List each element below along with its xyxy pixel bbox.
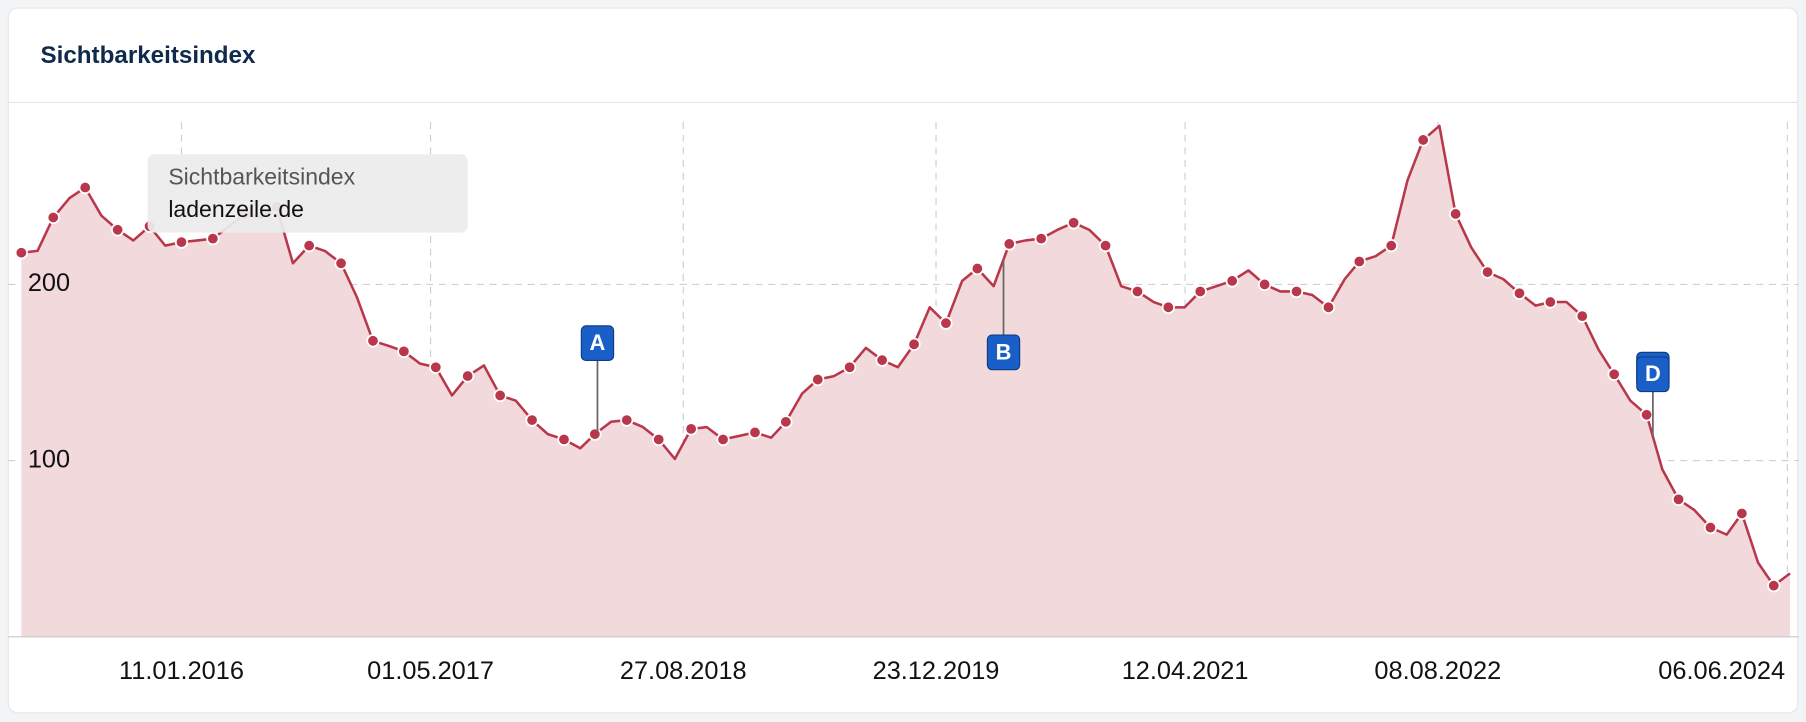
data-point <box>525 413 539 427</box>
y-tick-label: 200 <box>28 269 70 297</box>
x-tick-label: 23.12.2019 <box>873 657 1000 685</box>
x-tick-label: 06.06.2024 <box>1658 657 1785 685</box>
data-point <box>1225 274 1239 288</box>
data-point <box>366 334 380 348</box>
data-point <box>1543 295 1557 309</box>
data-point <box>206 231 220 246</box>
data-point <box>1098 239 1113 253</box>
data-point <box>620 413 634 427</box>
data-point <box>1767 579 1781 593</box>
x-tick-label: 12.04.2021 <box>1122 657 1249 685</box>
data-point <box>1193 284 1207 299</box>
data-point <box>334 256 348 270</box>
data-point <box>461 369 475 383</box>
annotation-label: D <box>1645 361 1661 386</box>
data-point <box>875 353 889 367</box>
data-point <box>779 415 793 429</box>
data-point <box>1639 408 1654 422</box>
data-point <box>429 360 443 374</box>
data-point <box>557 432 571 447</box>
line <box>21 124 1791 587</box>
legend-title: Sichtbarkeitsindex <box>168 164 355 190</box>
data-point <box>493 388 507 403</box>
x-tick-label: 27.08.2018 <box>620 657 747 685</box>
data-point <box>1575 309 1589 323</box>
data-point <box>1161 300 1175 314</box>
area <box>21 125 1791 637</box>
data-point <box>970 261 984 276</box>
data-point <box>111 223 125 237</box>
data-point <box>652 432 666 447</box>
data-point <box>939 316 953 330</box>
x-tick-label: 11.01.2016 <box>119 657 244 685</box>
x-tick-label: 08.08.2022 <box>1374 657 1501 685</box>
data-point <box>397 344 411 358</box>
data-point <box>716 432 730 447</box>
data-point <box>843 360 857 374</box>
data-point <box>1067 216 1081 230</box>
plot: 100 200 11.01.2016 01.05.2017 27.08.2018 23.1… <box>8 122 1799 685</box>
data-point <box>1002 237 1016 251</box>
data-point <box>811 372 825 387</box>
data-point <box>1735 506 1749 521</box>
data-point <box>1352 254 1366 269</box>
annotation-flag[interactable] <box>580 325 615 362</box>
data-point <box>78 180 92 195</box>
data-point <box>1034 231 1048 246</box>
data-point <box>748 425 762 440</box>
data-point <box>1289 284 1304 299</box>
data-point <box>1703 520 1718 535</box>
chart-title: Sichtbarkeitsindex <box>41 42 256 69</box>
data-point <box>1416 133 1430 147</box>
legend-box <box>147 154 468 233</box>
data-point <box>174 235 189 249</box>
annotation-flag[interactable] <box>1636 356 1670 393</box>
x-tick-label: 01.05.2017 <box>367 657 494 685</box>
data-point <box>1321 300 1336 314</box>
data-point <box>1258 277 1272 292</box>
data-point <box>1448 207 1463 221</box>
data-point <box>1607 367 1621 381</box>
annotation-label: A <box>590 330 606 355</box>
data-point <box>684 422 698 436</box>
data-point <box>302 239 316 253</box>
data-point <box>14 246 28 260</box>
data-point <box>1480 265 1495 279</box>
annotation-label: B <box>996 339 1012 364</box>
data-point <box>588 427 602 441</box>
data-point <box>1130 284 1145 299</box>
data-point <box>907 337 921 351</box>
data-point <box>1384 239 1398 253</box>
data-point <box>46 210 60 225</box>
data-point <box>1512 286 1527 300</box>
legend-entry: ladenzeile.de <box>168 196 304 222</box>
y-tick-label: 100 <box>28 445 70 473</box>
data-point <box>1671 492 1686 506</box>
annotation-flag[interactable] <box>986 334 1021 371</box>
